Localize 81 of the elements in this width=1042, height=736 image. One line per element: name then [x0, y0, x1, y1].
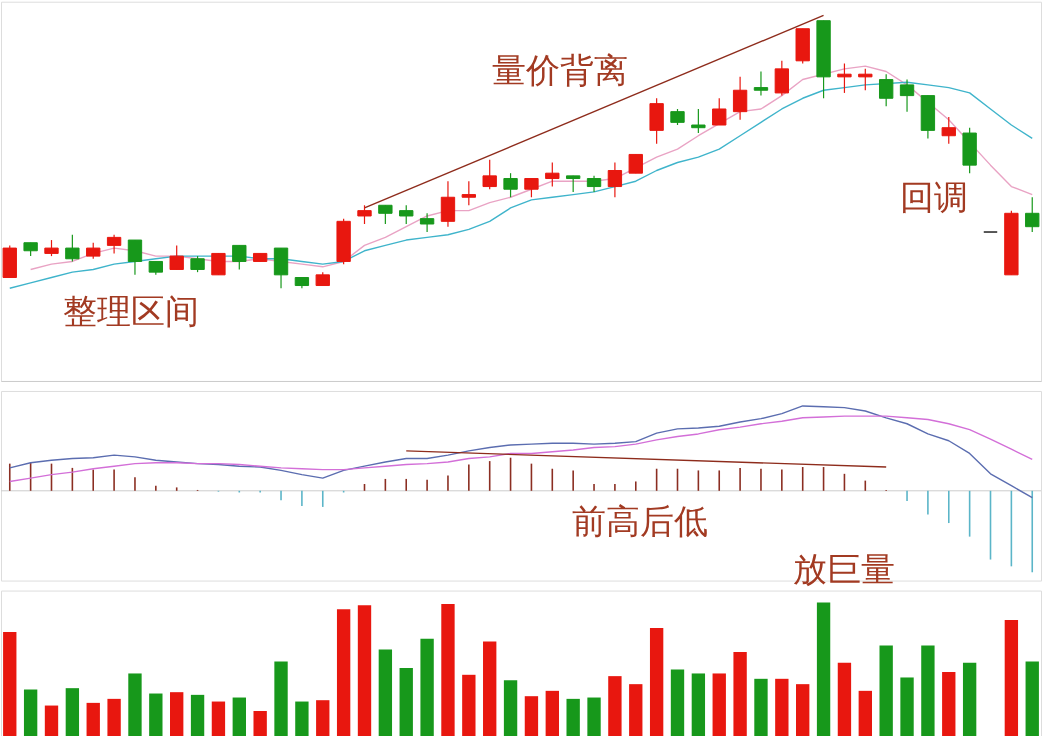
bar	[316, 700, 330, 736]
bar	[336, 609, 351, 736]
bar	[65, 688, 80, 736]
candlestick	[732, 76, 748, 121]
candlestick	[607, 161, 623, 198]
candlestick	[127, 239, 143, 276]
bar	[566, 698, 580, 736]
bar	[524, 696, 539, 736]
bar	[462, 674, 476, 736]
candlestick	[712, 97, 727, 126]
candlestick	[65, 234, 80, 263]
bar	[483, 641, 497, 736]
bar	[900, 677, 914, 736]
candlestick	[524, 177, 539, 198]
candlestick	[106, 234, 122, 255]
candlestick	[482, 159, 497, 190]
candlestick	[461, 180, 477, 206]
candlestick	[169, 244, 184, 271]
bar	[3, 632, 17, 736]
bar	[211, 701, 226, 736]
bar	[86, 702, 100, 736]
candlestick	[837, 62, 852, 94]
bar	[149, 693, 163, 736]
text: 整理区间	[62, 292, 199, 332]
annotation: 前高后低	[571, 501, 708, 541]
annotation: 量价背离	[491, 50, 628, 90]
candlestick	[503, 172, 518, 198]
bar	[587, 697, 601, 736]
bar	[545, 690, 559, 736]
bar	[357, 605, 372, 736]
candlestick	[899, 78, 915, 113]
bar	[503, 680, 518, 736]
bar	[733, 652, 747, 736]
candlestick	[878, 73, 894, 107]
bar	[420, 638, 434, 736]
candlestick	[399, 204, 414, 225]
bar	[128, 673, 142, 736]
bar	[754, 678, 768, 736]
bar	[232, 697, 246, 736]
bar	[295, 701, 309, 736]
bar	[775, 678, 789, 736]
candlestick	[357, 204, 372, 225]
bar	[858, 690, 872, 736]
bar	[670, 669, 685, 736]
bar	[837, 662, 852, 736]
bar	[107, 698, 121, 736]
candlestick	[211, 252, 226, 276]
bar	[691, 673, 706, 736]
candlestick	[545, 161, 560, 188]
candlestick	[753, 70, 769, 97]
bar	[378, 649, 393, 736]
candlestick	[941, 116, 956, 145]
bar	[608, 676, 622, 736]
bar	[796, 684, 810, 736]
bar	[253, 710, 267, 736]
candlestick	[419, 212, 435, 233]
bar	[170, 692, 184, 736]
candlestick	[1025, 196, 1040, 233]
bar	[399, 668, 413, 736]
bar	[921, 645, 935, 736]
bar	[274, 661, 288, 736]
candlestick	[378, 204, 393, 225]
bar	[962, 662, 977, 736]
annotation: 回调	[900, 178, 969, 218]
bar	[44, 705, 59, 736]
bar	[441, 603, 455, 736]
candlestick	[628, 153, 643, 174]
bar	[1004, 619, 1019, 736]
bar	[649, 628, 664, 736]
candlestick	[858, 68, 873, 91]
bar	[942, 672, 956, 736]
candlestick	[691, 108, 706, 134]
bar	[879, 645, 893, 736]
bar	[816, 602, 831, 736]
annotation: 放巨量	[793, 549, 896, 589]
bar	[1025, 661, 1039, 736]
bar	[712, 673, 726, 736]
bar	[190, 694, 205, 736]
bar	[629, 684, 643, 736]
bar	[23, 689, 38, 736]
candlestick	[232, 244, 247, 271]
